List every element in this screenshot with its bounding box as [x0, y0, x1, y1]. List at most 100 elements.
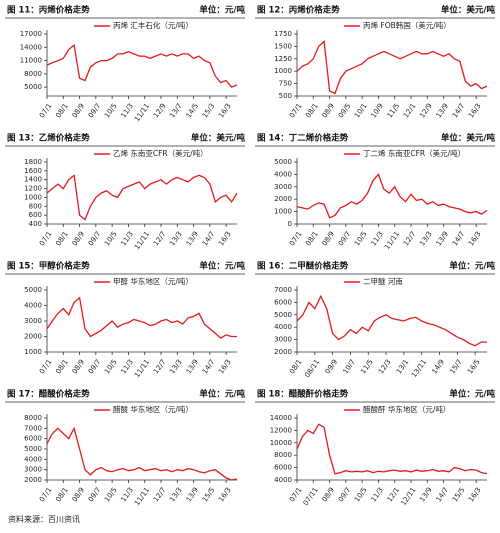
x-tick-label: 10/5 [103, 358, 119, 375]
unit-label: 单位：元/吨 [199, 389, 245, 400]
x-tick-label: 09/7 [87, 102, 103, 119]
figure-title: 图 14：丁二烯价格走势 [257, 133, 349, 144]
x-tick-label: 11/11 [133, 358, 151, 379]
x-tick-label: 16/3 [217, 358, 233, 375]
x-tick-label: 09/7 [87, 486, 103, 503]
x-tick-label: 09/7 [87, 358, 103, 375]
x-tick-label: 12/3 [377, 358, 393, 375]
x-tick-label: 11/5 [386, 102, 402, 119]
figure-title: 图 16：二甲醚价格走势 [257, 261, 349, 272]
y-tick-label: 1250 [274, 55, 292, 63]
y-tick-label: 600 [29, 211, 42, 219]
x-tick-label: 10/5 [103, 102, 119, 119]
y-tick-label: 2000 [24, 333, 42, 341]
x-tick-label: 12/9 [152, 102, 168, 119]
series-line [296, 294, 487, 347]
x-tick-label: 08/9 [71, 358, 87, 375]
y-tick-label: 11000 [20, 57, 42, 65]
x-tick-label: 09/7 [337, 230, 353, 247]
y-tick-label: 14000 [20, 43, 42, 51]
x-tick-label: 15/5 [451, 486, 467, 503]
x-tick-label: 07/1 [38, 358, 54, 375]
x-tick-label: 08/1 [304, 102, 320, 119]
x-tick-label: 13/9 [185, 486, 201, 503]
x-tick-label: 07/1 [288, 230, 304, 247]
x-tick-label: 14/7 [201, 358, 217, 375]
x-tick-label: 11/3 [119, 230, 135, 247]
x-tick-label: 15/5 [201, 486, 217, 503]
x-tick-label: 08/11 [303, 358, 321, 379]
x-tick-label: 08/1 [288, 358, 304, 375]
x-tick-label: 09/7 [337, 486, 353, 503]
y-tick-label: 3000 [24, 317, 42, 325]
x-tick-label: 11/11 [133, 486, 151, 507]
y-tick-label: 1400 [24, 176, 42, 184]
figure-title: 图 12：丙烯价格走势 [257, 5, 340, 16]
figure-title: 图 18：醋酸酐价格走势 [257, 389, 349, 400]
x-tick-label: 14/7 [451, 102, 467, 119]
x-tick-label: 08/9 [71, 102, 87, 119]
x-tick-label: 11/3 [119, 486, 135, 503]
x-tick-label: 15/7 [448, 358, 464, 375]
legend-label: 二甲醚 河南 [363, 276, 403, 286]
unit-label: 单位：元/吨 [449, 261, 495, 272]
y-tick-label: 800 [29, 202, 42, 210]
x-tick-label: 14/9 [430, 358, 446, 375]
y-tick-label: 4000 [24, 455, 42, 463]
x-tick-label: 10/9 [369, 102, 385, 119]
x-tick-label: 08/9 [71, 230, 87, 247]
legend-label: 醋酸 华东地区（元/吨） [113, 404, 193, 414]
y-tick-label: 17000 [20, 30, 42, 38]
x-tick-label: 08/1 [54, 486, 70, 503]
x-tick-label: 11/3 [369, 486, 385, 503]
y-tick-label: 3000 [274, 336, 292, 344]
x-tick-label: 13/9 [185, 230, 201, 247]
y-tick-label: 4000 [274, 323, 292, 331]
y-tick-label: 2000 [24, 476, 42, 484]
x-tick-label: 08/9 [71, 486, 87, 503]
x-tick-label: 14/5 [185, 102, 201, 119]
y-tick-label: 14000 [270, 414, 292, 422]
y-tick-label: 4000 [274, 476, 292, 484]
x-tick-label: 07/1 [38, 102, 54, 119]
x-tick-label: 11/3 [119, 358, 135, 375]
x-tick-label: 07/1 [38, 486, 54, 503]
x-tick-label: 16/3 [467, 230, 483, 247]
x-tick-label: 09/7 [87, 230, 103, 247]
x-tick-label: 12/7 [152, 230, 168, 247]
x-tick-label: 10/5 [103, 230, 119, 247]
y-tick-label: 7000 [24, 424, 42, 432]
x-tick-label: 12/7 [152, 486, 168, 503]
x-tick-label: 08/9 [321, 230, 337, 247]
x-tick-label: 13/3 [168, 230, 184, 247]
figure-title: 图 15：甲醇价格走势 [7, 261, 90, 272]
series-line [46, 174, 238, 221]
x-tick-label: 08/9 [321, 102, 337, 119]
series-line [46, 426, 238, 481]
y-tick-label: 2000 [274, 195, 292, 203]
x-tick-label: 16/3 [467, 102, 483, 119]
x-tick-label: 13/9 [185, 358, 201, 375]
x-tick-label: 08/9 [321, 486, 337, 503]
series-line [46, 43, 238, 88]
y-tick-label: 6000 [274, 298, 292, 306]
legend-label: 丙烯 汇丰石化（元/吨） [113, 20, 193, 30]
y-tick-label: 1000 [274, 208, 292, 216]
x-tick-label: 16/3 [217, 102, 233, 119]
x-tick-label: 11/3 [119, 102, 135, 119]
figure-title: 图 17：醋酸价格走势 [7, 389, 90, 400]
y-tick-label: 3000 [24, 466, 42, 474]
x-tick-label: 12/1 [386, 486, 402, 503]
x-tick-label: 13/9 [435, 102, 451, 119]
x-tick-label: 09/5 [337, 102, 353, 119]
x-tick-label: 16/3 [217, 230, 233, 247]
y-tick-label: 1000 [24, 348, 42, 356]
y-tick-label: 0 [288, 220, 292, 228]
y-tick-label: 1000 [24, 193, 42, 201]
legend-label: 醋酸酐 华东地区（元/吨） [363, 404, 450, 414]
y-tick-label: 1600 [24, 167, 42, 175]
y-tick-label: 400 [29, 220, 42, 228]
x-tick-label: 08/1 [54, 230, 70, 247]
x-tick-label: 09/9 [324, 358, 340, 375]
